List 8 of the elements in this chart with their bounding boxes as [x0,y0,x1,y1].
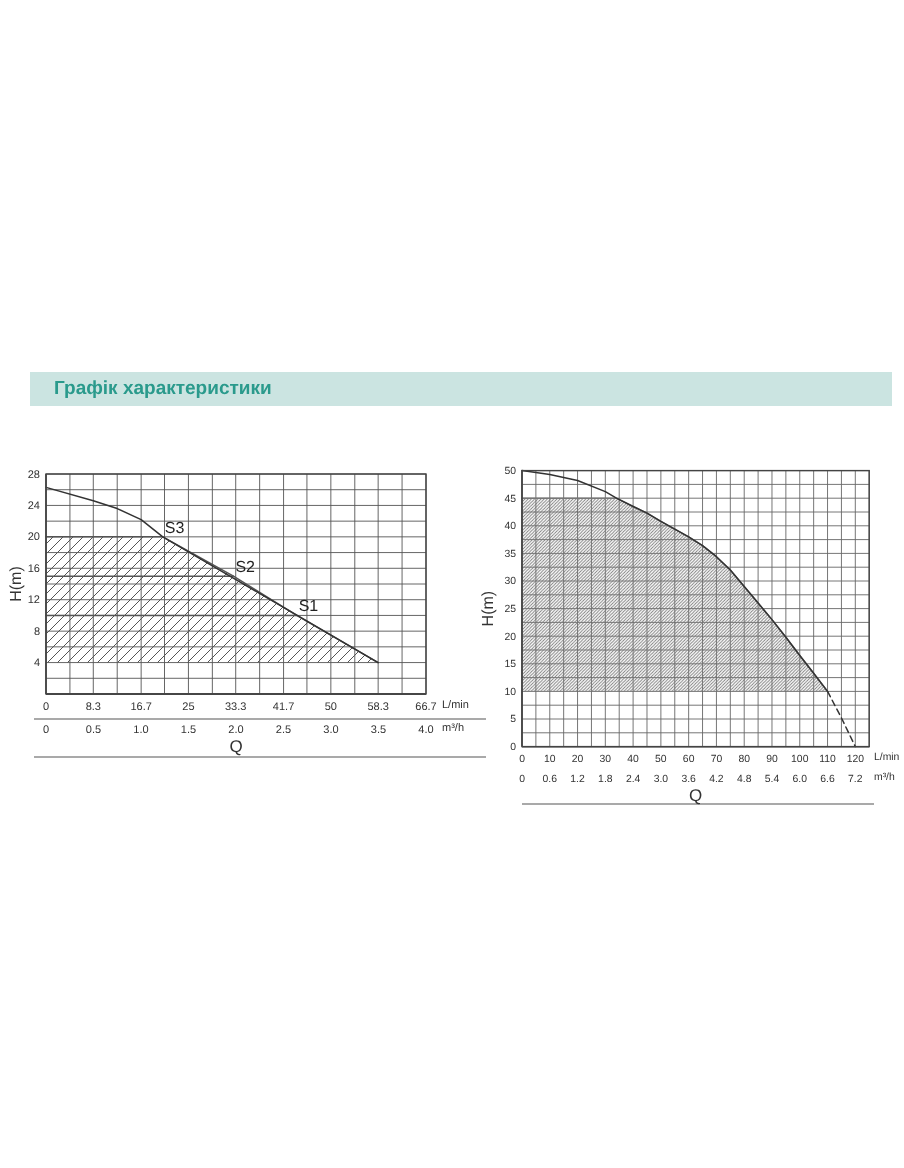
chart-title: Графік характеристики [54,378,272,400]
series-label: S1 [298,597,320,616]
x-axis-title: Q [688,785,703,805]
series-label: S3 [164,518,186,537]
series-label: S2 [235,558,257,577]
y-axis-title: H(m) [479,590,497,627]
x-axis-title: Q [229,736,244,756]
y-axis-title: H(m) [7,565,25,602]
